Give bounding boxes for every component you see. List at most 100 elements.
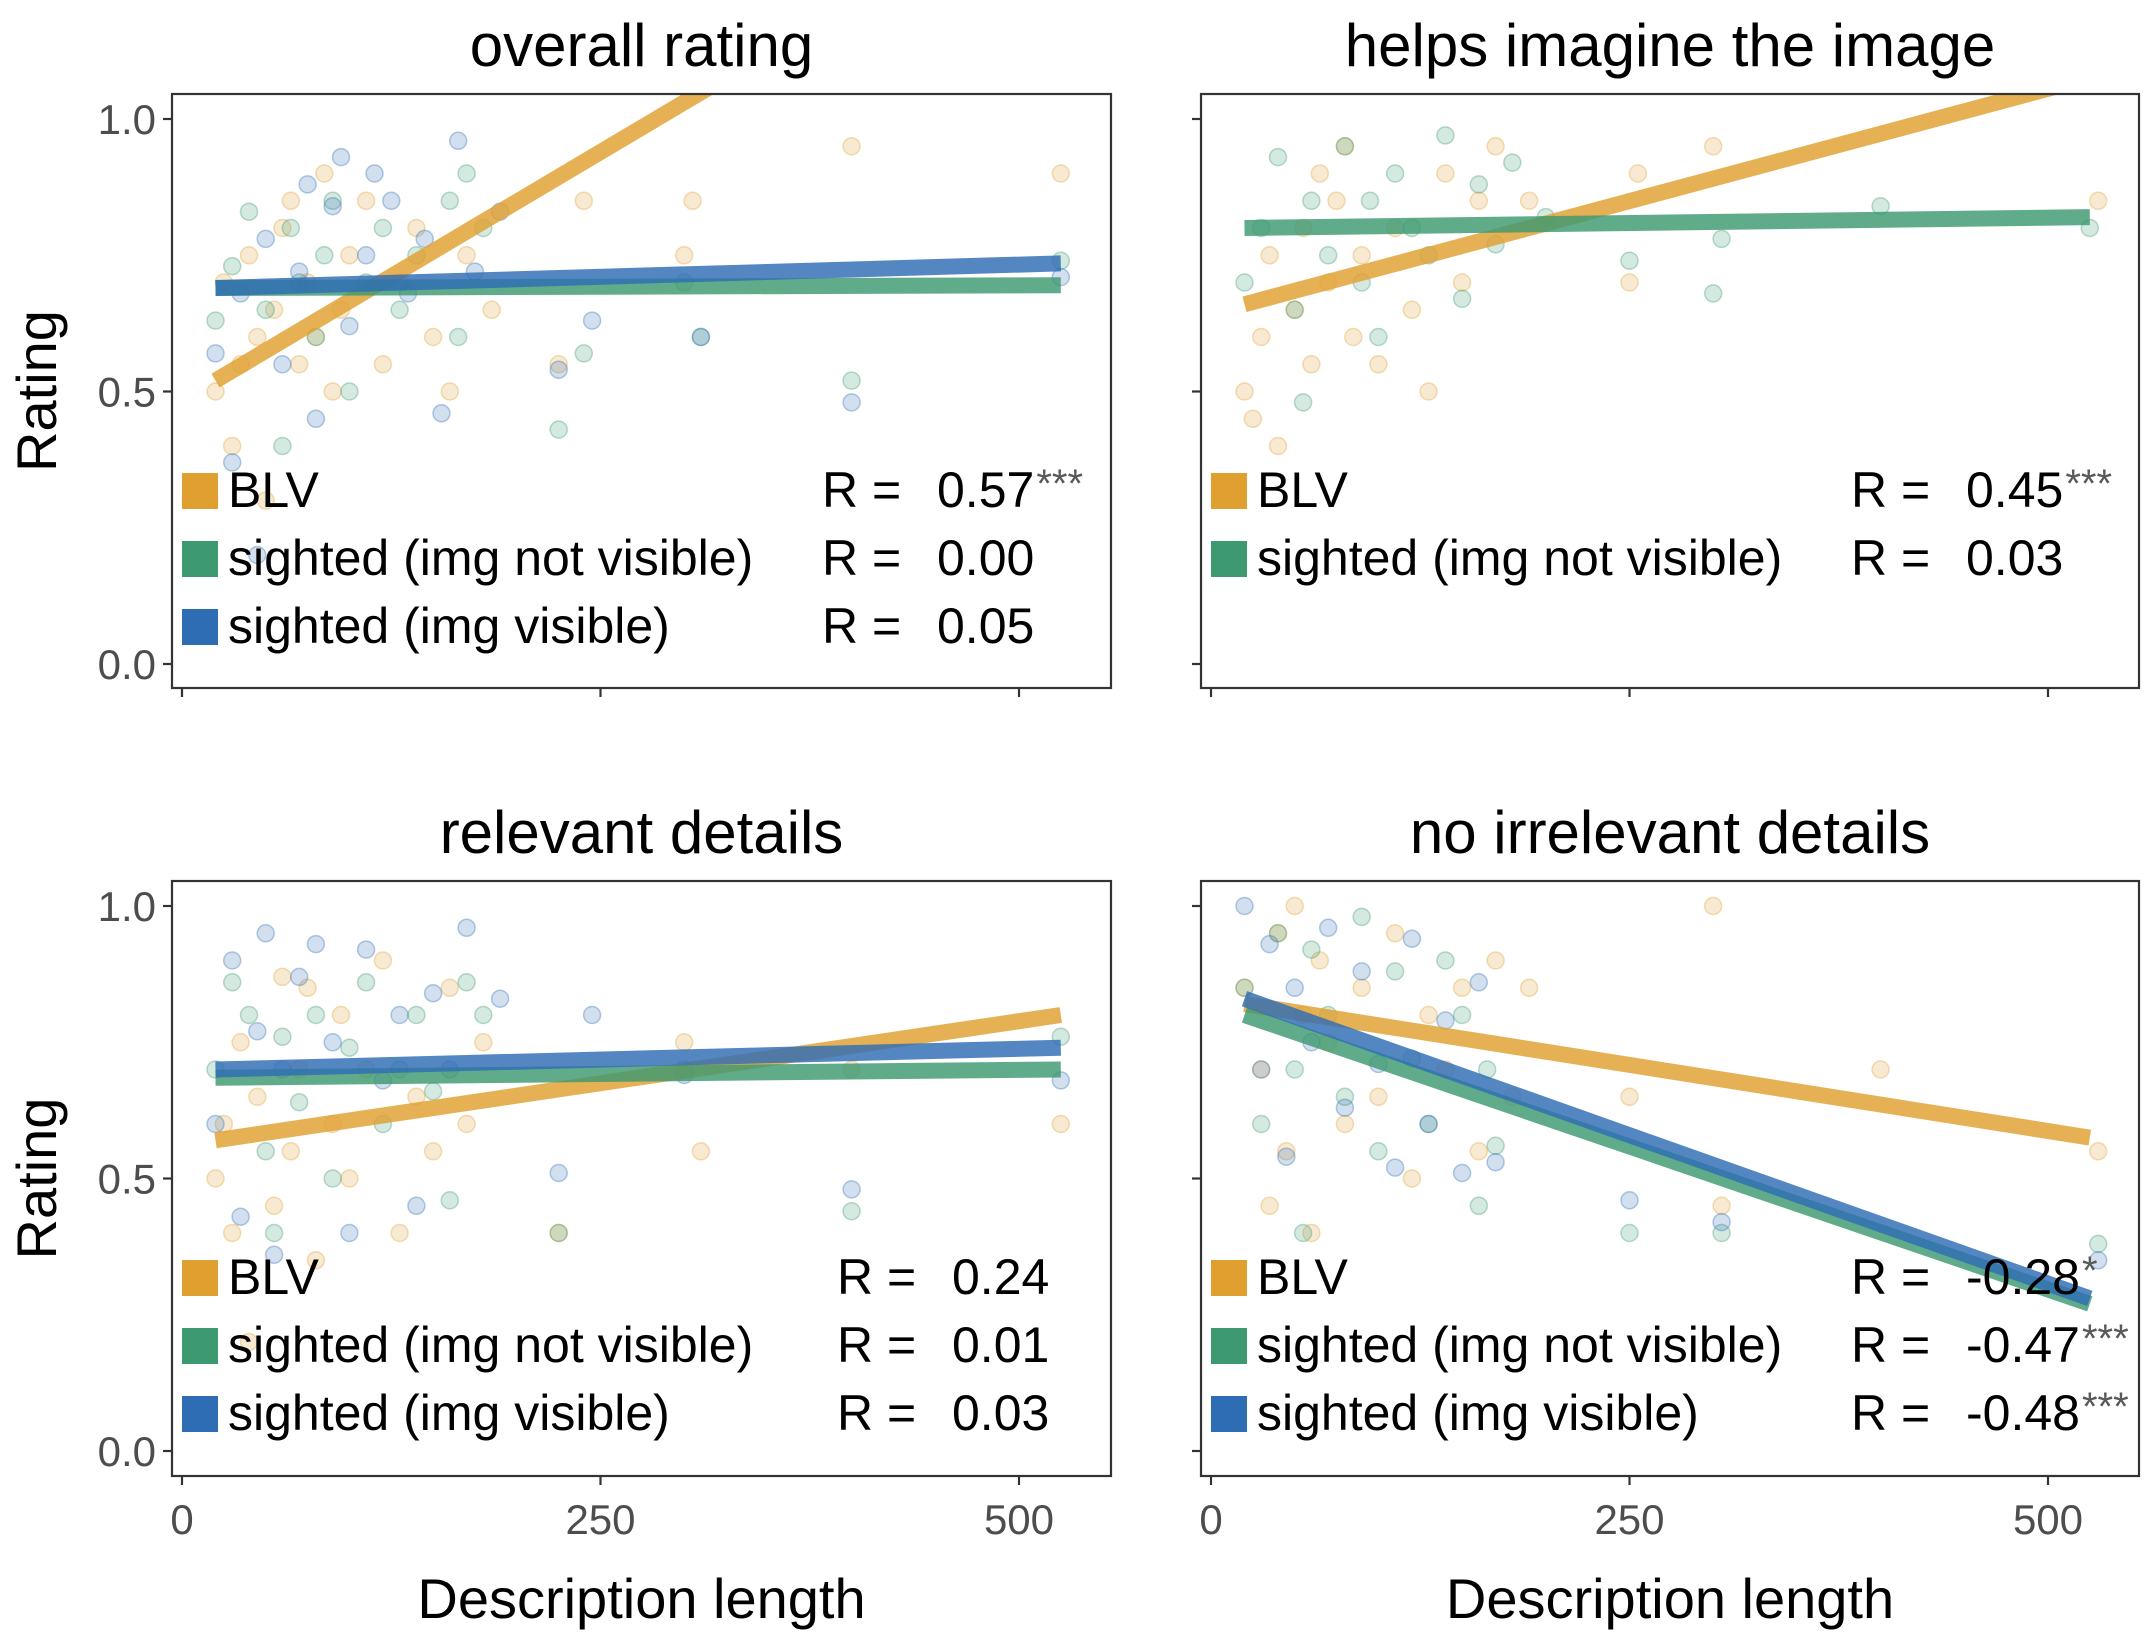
panel-1-sighted-img-visible-point xyxy=(382,191,401,211)
panel-3-legend-swatch xyxy=(182,1396,218,1432)
panel-1-legend-label: sighted (img not visible) xyxy=(228,530,753,586)
panel-4-x-tick-label: 250 xyxy=(1594,1496,1664,1543)
panel-4-sighted-img-not-visible-point xyxy=(1302,940,1321,959)
panel-2-sighted-img-not-visible-point xyxy=(1293,393,1313,412)
panel-1-r-prefix: R = xyxy=(822,462,901,518)
panel-1-sighted-img-not-visible-point xyxy=(273,436,292,456)
panel-3: relevant details 0.0 0.5 1.0 0 250 500 Rating De… xyxy=(5,799,1113,1630)
panel-2-sighted-img-not-visible-point xyxy=(1318,246,1338,265)
panel-4-points xyxy=(1235,896,2108,1270)
panel-3-y-tick-label: 0.0 xyxy=(98,1428,156,1475)
panel-3-sighted-img-visible-point xyxy=(582,1005,602,1025)
panel-2-blv-point xyxy=(1285,300,1304,320)
panel-4-sighted-img-not-visible-point xyxy=(1419,1114,1438,1134)
panel-4-significance: *** xyxy=(2082,1385,2129,1429)
panel-3-blv-point xyxy=(298,978,317,998)
panel-2-fit-lines xyxy=(1242,94,2090,313)
panel-4-sighted-img-not-visible-point xyxy=(1436,951,1455,970)
panel-3-blv-point xyxy=(340,1169,359,1188)
panel-4-blv-point xyxy=(1277,1142,1296,1161)
panel-1-y-tick-label: 0.5 xyxy=(98,369,156,416)
panel-2-blv-point xyxy=(1352,246,1371,265)
panel-4-sighted-img-visible-point xyxy=(1436,1011,1455,1030)
panel-3-sighted-img-visible-point xyxy=(340,1223,359,1243)
panel-1-sighted-img-not-visible-point xyxy=(222,256,242,276)
panel-3-blv-point xyxy=(373,951,393,970)
panel-3-legend-blv: BLV R = 0.24 xyxy=(182,1249,1049,1305)
panel-3-y-tick-label: 1.0 xyxy=(98,883,156,930)
panel-4-sighted-img-not-visible-point xyxy=(2088,1234,2108,1254)
panel-4-r-value: -0.28 xyxy=(1966,1249,2080,1305)
panel-1-legend-sighted-img-not-visible: sighted (img not visible) R = 0.00 xyxy=(182,530,1034,586)
panel-3-r-value: 0.24 xyxy=(952,1249,1049,1305)
panel-1-sighted-img-not-visible-point xyxy=(315,246,334,265)
panel-1-legend-label: sighted (img visible) xyxy=(228,598,670,654)
panel-4-blv-point xyxy=(1871,1060,1890,1079)
panel-2-sighted-img-not-visible-point xyxy=(1469,175,1489,194)
panel-4-sighted-img-visible-point xyxy=(1486,1152,1505,1172)
panel-1-sighted-img-not-visible-point xyxy=(239,202,259,221)
panel-1-sighted-img-visible-point xyxy=(306,409,326,429)
panel-1-r-value: 0.57 xyxy=(937,462,1034,518)
panel-2-legend-sighted-img-not-visible: sighted (img not visible) R = 0.03 xyxy=(1211,530,2063,586)
panel-1-blv-point xyxy=(674,246,694,265)
panel-3-blv-point xyxy=(423,1142,443,1161)
panel-2-sighted-img-not-visible-point xyxy=(1335,137,1355,156)
panel-4-sighted-img-visible-point xyxy=(1277,1147,1296,1166)
panel-3-sighted-img-visible-point xyxy=(390,1005,409,1025)
panel-3-blv-point xyxy=(231,1033,250,1052)
panel-1-blv-point xyxy=(549,355,568,374)
panel-1-sighted-img-not-visible-point xyxy=(842,371,861,390)
panel-1-sighted-img-visible-point xyxy=(842,393,861,412)
panel-4-blv-point xyxy=(1251,1060,1271,1079)
panel-1-blv-point xyxy=(222,436,242,456)
panel-1-sighted-img-not-visible-point xyxy=(691,327,711,347)
panel-4-legend-blv: BLV R = -0.28 * xyxy=(1211,1249,2098,1305)
panel-2-sighted-img-not-visible-fit-line xyxy=(1244,209,2090,236)
panel-4-blv-point xyxy=(1486,951,1505,970)
panel-4-significance: * xyxy=(2082,1249,2098,1293)
panel-2-blv-point xyxy=(1402,300,1422,320)
panel-4-legend-sighted-img-visible: sighted (img visible) R = -0.48 *** xyxy=(1211,1385,2129,1441)
panel-3-sighted-img-not-visible-point xyxy=(222,973,242,992)
panel-3-r-value: 0.03 xyxy=(952,1385,1049,1441)
panel-2-points xyxy=(1235,126,2108,456)
panel-4-blv-point xyxy=(1419,1005,1438,1025)
panel-4-sighted-img-not-visible-point xyxy=(1352,907,1371,927)
panel-1-legend-swatch xyxy=(182,541,218,577)
panel-3-r-prefix: R = xyxy=(837,1385,916,1441)
panel-4-sighted-img-not-visible-point xyxy=(1452,1005,1472,1025)
panel-1-blv-point xyxy=(373,355,393,374)
panel-1-sighted-img-visible-point xyxy=(365,164,384,183)
panel-3-blv-point xyxy=(206,1169,225,1188)
panel-1-blv-point xyxy=(356,191,376,211)
panel-1-blv-point xyxy=(440,382,460,401)
panel-1-sighted-img-visible-fit-line xyxy=(215,255,1062,296)
panel-2-blv-point xyxy=(1469,191,1489,211)
panel-3-sighted-img-visible-point xyxy=(457,918,476,938)
panel-3-sighted-img-not-visible-point xyxy=(306,1005,326,1025)
panel-4-legend-sighted-img-not-visible: sighted (img not visible) R = -0.47 *** xyxy=(1211,1317,2129,1373)
panel-2-title: helps imagine the image xyxy=(1345,12,1995,79)
panel-3-sighted-img-not-visible-point xyxy=(440,1191,460,1210)
panel-3-blv-point xyxy=(474,1033,493,1052)
panel-3-x-tick-label: 250 xyxy=(565,1496,635,1543)
panel-4-sighted-img-visible-point xyxy=(1469,973,1489,992)
panel-1-sighted-img-not-visible-point xyxy=(323,191,342,211)
panel-2-legend-swatch xyxy=(1211,473,1247,509)
panel-4-sighted-img-visible-point xyxy=(1712,1212,1731,1232)
panel-2-sighted-img-not-visible-point xyxy=(1285,300,1304,320)
panel-4-blv-point xyxy=(1469,1142,1489,1161)
panel-1-blv-point xyxy=(683,191,702,211)
panel-4-legend-label: BLV xyxy=(1257,1249,1348,1305)
panel-3-sighted-img-not-visible-point xyxy=(474,1005,493,1025)
panel-4-r-value: -0.48 xyxy=(1966,1385,2080,1441)
panel-2-legend-label: BLV xyxy=(1257,462,1348,518)
panel-2-sighted-img-not-visible-point xyxy=(1360,191,1380,211)
panel-1-sighted-img-visible-point xyxy=(549,360,568,379)
panel-1-fit-lines xyxy=(211,94,1062,388)
panel-2-blv-point xyxy=(1436,164,1455,183)
panel-3-blv-point xyxy=(264,1196,284,1216)
panel-1-r-value: 0.00 xyxy=(937,530,1034,586)
panel-2-sighted-img-not-visible-point xyxy=(1385,164,1405,183)
